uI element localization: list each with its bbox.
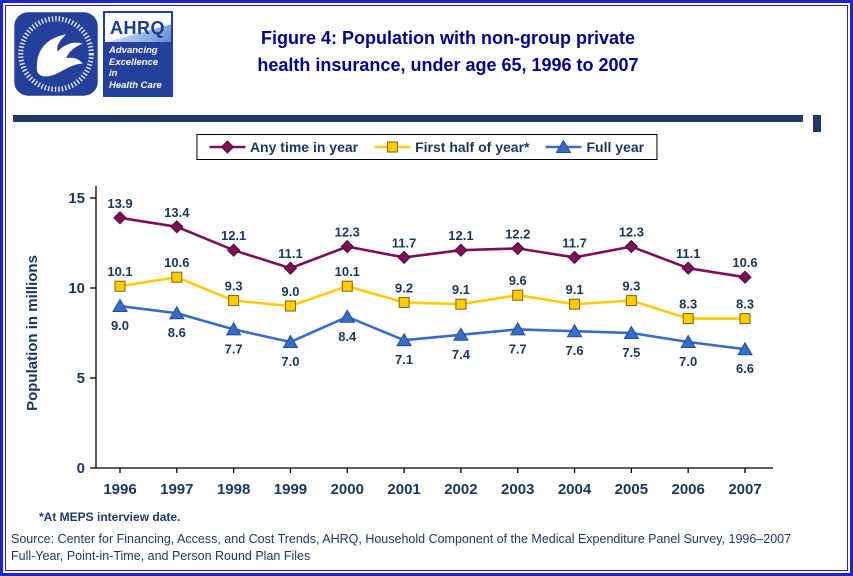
- source-line2: Full-Year, Point-in-Time, and Person Rou…: [11, 548, 311, 563]
- svg-text:11.1: 11.1: [278, 246, 303, 261]
- svg-text:13.4: 13.4: [164, 205, 190, 220]
- chart-legend: Any time in year First half of year* Full …: [195, 134, 658, 160]
- svg-text:9.3: 9.3: [622, 279, 640, 294]
- svg-text:10.6: 10.6: [164, 255, 189, 270]
- legend-label: Full year: [586, 139, 645, 155]
- ahrq-logo-top: AHRQ: [105, 13, 171, 43]
- svg-text:2002: 2002: [444, 481, 477, 498]
- hhs-seal-icon: [14, 12, 98, 96]
- header-rule-accent: [813, 115, 821, 132]
- figure-title: Figure 4: Population with non-group priv…: [168, 25, 728, 79]
- logo-group: AHRQ Advancing Excellence in Health Care: [13, 11, 173, 97]
- svg-text:1998: 1998: [217, 481, 250, 498]
- triangle-marker-icon: [545, 140, 582, 153]
- line-chart: 0 5 10 15 1996 1997 1998 1999 2000 2001 2002 2003 20…: [24, 186, 773, 498]
- svg-text:9.1: 9.1: [452, 282, 470, 297]
- ahrq-tagline-line: Advancing: [109, 45, 158, 57]
- svg-text:2006: 2006: [671, 481, 704, 498]
- legend-item: First half of year*: [374, 139, 529, 155]
- svg-text:8.4: 8.4: [338, 329, 357, 344]
- svg-text:13.9: 13.9: [107, 196, 132, 211]
- svg-text:8.3: 8.3: [679, 297, 697, 312]
- svg-text:12.1: 12.1: [221, 228, 246, 243]
- svg-text:11.7: 11.7: [392, 235, 417, 250]
- svg-text:10.6: 10.6: [732, 255, 757, 270]
- svg-text:7.7: 7.7: [509, 341, 527, 356]
- svg-text:8.6: 8.6: [168, 325, 186, 340]
- svg-text:9.3: 9.3: [225, 279, 243, 294]
- hhs-logo: [13, 11, 99, 97]
- ahrq-tagline: Advancing Excellence in Health Care: [105, 42, 171, 95]
- legend-label: First half of year*: [415, 139, 530, 155]
- svg-text:2004: 2004: [558, 481, 592, 498]
- svg-text:2001: 2001: [387, 481, 420, 498]
- ahrq-logo: AHRQ Advancing Excellence in Health Care: [103, 11, 173, 97]
- svg-text:15: 15: [68, 190, 85, 207]
- svg-text:Population in millions: Population in millions: [24, 255, 41, 411]
- source-note: Source: Center for Financing, Access, an…: [11, 531, 847, 565]
- legend-item: Any time in year: [208, 139, 359, 155]
- svg-text:7.0: 7.0: [679, 354, 697, 369]
- svg-text:12.1: 12.1: [448, 228, 473, 243]
- svg-text:7.4: 7.4: [452, 347, 471, 362]
- svg-text:0: 0: [77, 460, 85, 477]
- svg-text:9.0: 9.0: [111, 318, 129, 333]
- svg-text:10: 10: [68, 280, 85, 297]
- figure-title-line2: health insurance, under age 65, 1996 to …: [257, 55, 639, 75]
- legend-item: Full year: [545, 139, 644, 155]
- svg-text:1999: 1999: [274, 481, 307, 498]
- svg-text:7.5: 7.5: [622, 345, 640, 360]
- svg-text:8.3: 8.3: [736, 297, 754, 312]
- square-marker-icon: [374, 141, 411, 153]
- svg-text:12.3: 12.3: [335, 225, 360, 240]
- svg-text:7.7: 7.7: [225, 341, 243, 356]
- legend-label: Any time in year: [249, 139, 359, 155]
- ahrq-logo-text: AHRQ: [110, 18, 165, 38]
- diamond-marker-icon: [208, 140, 245, 154]
- svg-text:2000: 2000: [331, 481, 364, 498]
- svg-text:9.1: 9.1: [566, 282, 584, 297]
- svg-text:2007: 2007: [728, 481, 761, 498]
- svg-text:12.2: 12.2: [505, 226, 530, 241]
- svg-text:9.2: 9.2: [395, 280, 413, 295]
- svg-text:11.1: 11.1: [676, 246, 701, 261]
- svg-text:10.1: 10.1: [335, 264, 360, 279]
- ahrq-tagline-line: Health Care: [109, 79, 162, 91]
- svg-text:7.1: 7.1: [395, 352, 413, 367]
- svg-text:2005: 2005: [615, 481, 648, 498]
- svg-text:11.7: 11.7: [562, 235, 587, 250]
- header-rule: [13, 115, 803, 122]
- source-line1: Source: Center for Financing, Access, an…: [11, 532, 792, 546]
- svg-text:12.3: 12.3: [619, 225, 644, 240]
- svg-text:6.6: 6.6: [736, 361, 754, 376]
- svg-text:7.0: 7.0: [281, 354, 299, 369]
- svg-text:5: 5: [77, 370, 85, 387]
- ahrq-tagline-line: Excellence in: [109, 56, 159, 80]
- svg-text:9.0: 9.0: [281, 284, 299, 299]
- footnote: *At MEPS interview date.: [39, 510, 181, 524]
- svg-text:1997: 1997: [160, 481, 193, 498]
- svg-text:7.6: 7.6: [566, 343, 584, 358]
- svg-text:10.1: 10.1: [107, 264, 132, 279]
- svg-text:9.6: 9.6: [509, 273, 527, 288]
- svg-text:2003: 2003: [501, 481, 534, 498]
- svg-text:1996: 1996: [103, 481, 136, 498]
- figure-title-line1: Figure 4: Population with non-group priv…: [261, 28, 635, 48]
